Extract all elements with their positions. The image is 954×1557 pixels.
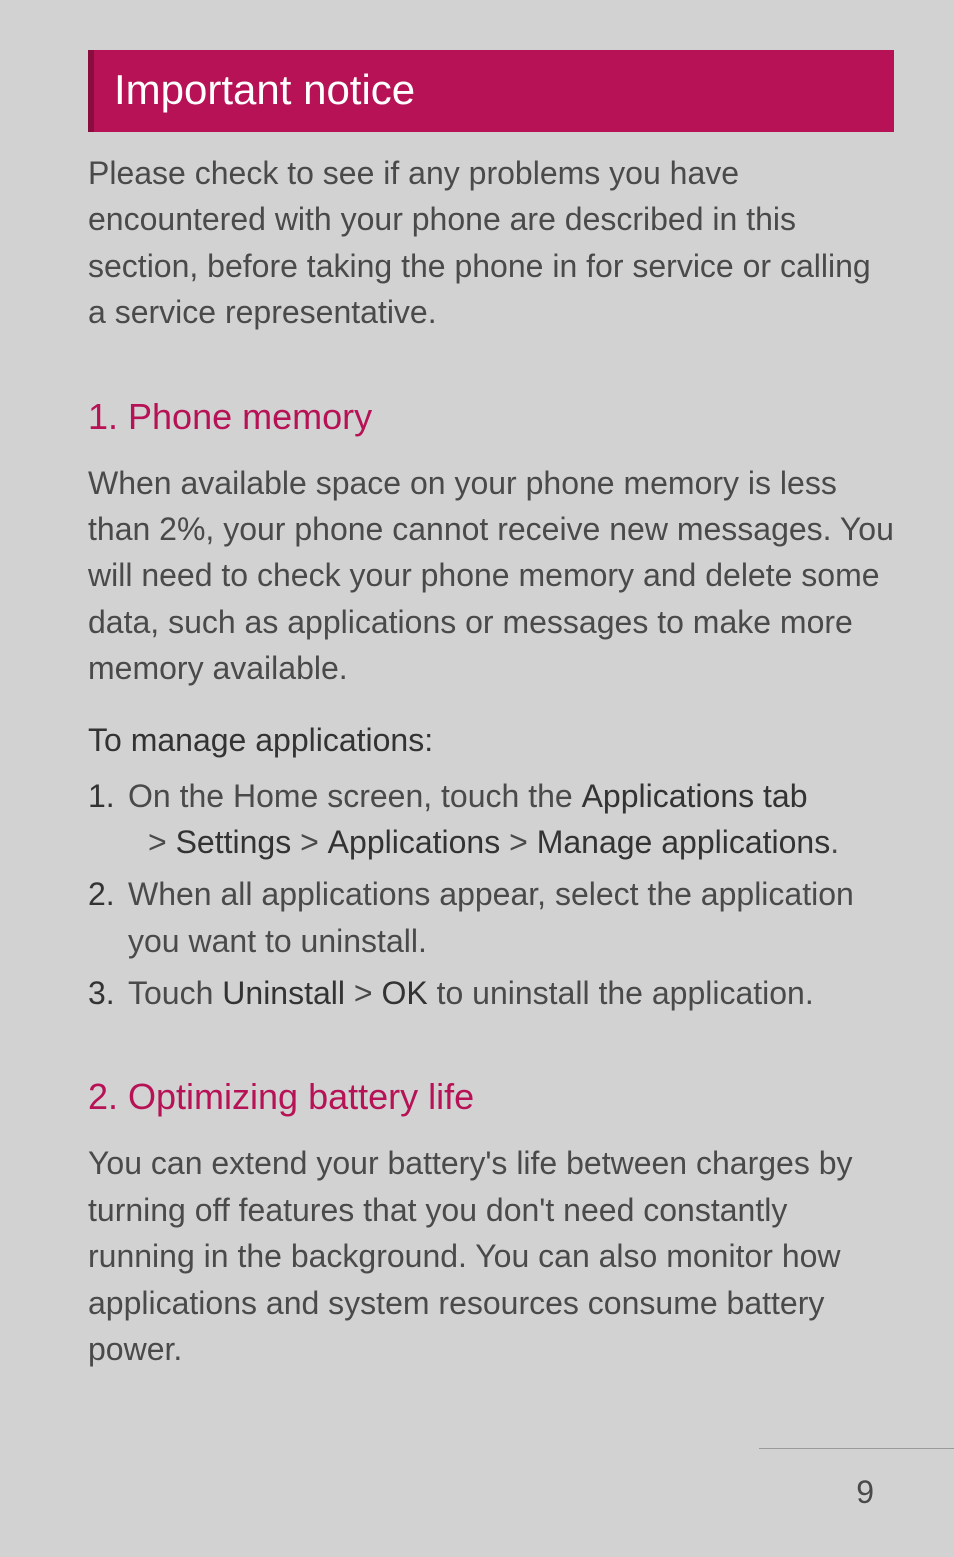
step-item: 2. When all applications appear, select … <box>88 871 894 964</box>
step-item: 3. Touch Uninstall > OK to uninstall the… <box>88 970 894 1016</box>
step-number: 3. <box>88 970 128 1016</box>
steps-list: 1. On the Home screen, touch the Applica… <box>88 773 894 1017</box>
step-bold: Uninstall <box>222 975 345 1011</box>
step-item: 1. On the Home screen, touch the Applica… <box>88 773 894 866</box>
step-body: When all applications appear, select the… <box>128 871 894 964</box>
intro-paragraph: Please check to see if any problems you … <box>88 150 894 336</box>
section-heading-battery: 2. Optimizing battery life <box>88 1076 894 1118</box>
section-paragraph: You can extend your battery's life betwe… <box>88 1140 894 1372</box>
step-bold: Applications tab <box>582 778 808 814</box>
step-number: 1. <box>88 773 128 866</box>
step-text: > <box>148 824 176 860</box>
step-body: On the Home screen, touch the Applicatio… <box>128 773 894 866</box>
step-text: > <box>345 975 381 1011</box>
step-text: to uninstall the application. <box>428 975 814 1011</box>
footer-divider <box>759 1448 954 1449</box>
section-paragraph: When available space on your phone memor… <box>88 460 894 692</box>
step-text: Touch <box>128 975 222 1011</box>
manual-page: Important notice Please check to see if … <box>0 0 954 1442</box>
section-heading-phone-memory: 1. Phone memory <box>88 396 894 438</box>
step-indent-line: > Settings > Applications > Manage appli… <box>128 819 894 865</box>
step-text: > <box>291 824 327 860</box>
step-bold: OK <box>381 975 427 1011</box>
step-number: 2. <box>88 871 128 964</box>
step-bold: Applications <box>328 824 501 860</box>
step-bold: Manage applications <box>537 824 831 860</box>
step-text: On the Home screen, touch the <box>128 778 582 814</box>
page-number: 9 <box>856 1474 874 1511</box>
page-title-text: Important notice <box>114 66 415 113</box>
page-title-bar: Important notice <box>88 50 894 132</box>
step-text: > <box>500 824 536 860</box>
step-body: Touch Uninstall > OK to uninstall the ap… <box>128 970 894 1016</box>
sub-heading-manage-apps: To manage applications: <box>88 722 894 759</box>
step-text: . <box>830 824 839 860</box>
step-bold: Settings <box>176 824 292 860</box>
